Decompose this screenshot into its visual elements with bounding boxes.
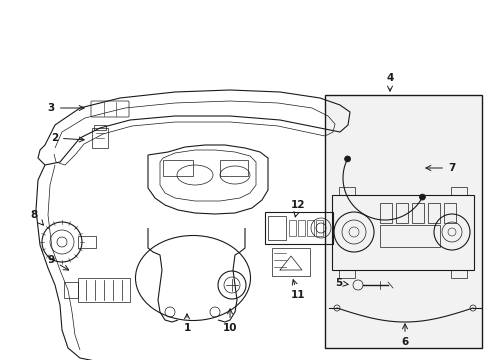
Bar [443, 203, 455, 223]
Bar [297, 220, 305, 236]
Bar [338, 270, 354, 278]
Bar [163, 160, 193, 176]
Text: 10: 10 [223, 309, 237, 333]
Bar [395, 203, 407, 223]
Bar [78, 278, 130, 302]
Bar [92, 128, 108, 148]
Text: 2: 2 [51, 133, 84, 143]
Bar [411, 203, 423, 223]
Bar [264, 212, 332, 244]
Bar [325, 95, 481, 348]
Text: 4: 4 [386, 73, 393, 91]
Text: 6: 6 [401, 324, 408, 347]
Bar [450, 187, 466, 195]
Circle shape [344, 156, 350, 162]
Bar [78, 236, 96, 248]
Bar [315, 220, 323, 236]
Bar [427, 203, 439, 223]
Text: 1: 1 [183, 314, 190, 333]
Bar [331, 195, 473, 270]
Bar [306, 220, 313, 236]
Bar [379, 203, 391, 223]
Text: 3: 3 [48, 103, 84, 113]
Bar [288, 220, 295, 236]
Bar [379, 225, 439, 247]
Bar [64, 282, 78, 298]
Text: 9: 9 [48, 255, 68, 270]
Bar [220, 160, 247, 176]
Text: 7: 7 [425, 163, 454, 173]
Bar [271, 248, 309, 276]
Bar [94, 125, 106, 130]
Circle shape [419, 194, 425, 200]
Text: 5: 5 [334, 278, 347, 288]
Text: 12: 12 [290, 200, 305, 217]
Bar [338, 187, 354, 195]
Text: 8: 8 [31, 210, 43, 225]
Text: 11: 11 [290, 280, 305, 300]
Bar [267, 216, 285, 240]
Bar [450, 270, 466, 278]
